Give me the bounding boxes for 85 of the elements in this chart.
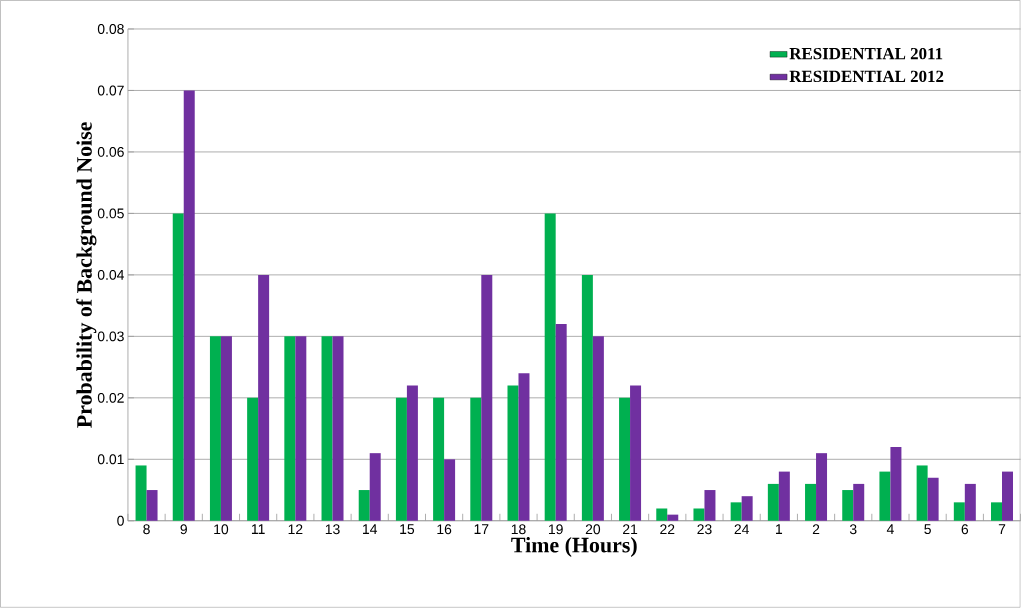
bar [332, 336, 344, 521]
bar [630, 385, 642, 521]
bar [247, 397, 259, 521]
bar [209, 336, 221, 521]
x-tick-label: 5 [924, 524, 931, 535]
bar [258, 275, 270, 521]
bar [444, 459, 456, 521]
bar [816, 453, 828, 521]
bar [964, 484, 976, 521]
y-tick-label: 0.02 [97, 393, 124, 403]
y-tick-label: 0.01 [97, 454, 124, 465]
x-tick-label: 3 [849, 524, 857, 535]
x-tick-label: 22 [660, 524, 675, 535]
y-tick-label: 0.07 [97, 85, 124, 96]
bar [741, 496, 753, 521]
bar [581, 275, 593, 521]
x-tick-label: 24 [734, 524, 749, 535]
x-tick-label: 14 [363, 524, 378, 535]
bar [767, 484, 779, 521]
bar [842, 490, 854, 521]
bar [481, 275, 493, 521]
bar [927, 477, 939, 521]
x-tick-label: 11 [251, 524, 265, 535]
y-tick-label: 0.04 [97, 270, 125, 280]
y-tick-label: 0.05 [97, 208, 124, 219]
legend-label: RESIDENTIAL 2012 [789, 70, 944, 83]
bar [991, 502, 1003, 521]
bar [433, 397, 445, 521]
x-tick-label: 20 [585, 524, 601, 535]
x-tick-label: 23 [697, 524, 712, 535]
x-tick-label: 1 [776, 524, 783, 535]
bar [656, 508, 668, 521]
bar [890, 447, 902, 521]
y-tick-label: 0 [117, 515, 124, 526]
bar [183, 90, 195, 521]
x-tick-label: 21 [623, 524, 638, 535]
y-tick-label: 0.06 [97, 147, 124, 157]
bar [172, 213, 184, 521]
bar [704, 490, 716, 521]
bar [778, 471, 790, 521]
x-tick-label: 12 [288, 524, 303, 535]
bar [358, 490, 370, 521]
bar [369, 453, 381, 521]
bar [953, 502, 965, 521]
bar [220, 336, 232, 521]
bar [284, 336, 296, 521]
bar [295, 336, 307, 521]
bar [518, 373, 530, 521]
bar [135, 465, 147, 521]
y-axis-title: Probability of Background Noise [76, 122, 97, 428]
x-tick-label: 6 [961, 524, 969, 535]
bar [146, 490, 158, 521]
x-tick-label: 10 [214, 524, 229, 535]
bar [321, 336, 333, 521]
x-tick-label: 15 [400, 524, 415, 535]
x-tick-label: 13 [325, 524, 340, 535]
x-tick-label: 18 [511, 524, 526, 535]
bar [507, 385, 519, 521]
x-tick-label: 8 [143, 524, 150, 535]
bar [916, 465, 928, 521]
bar [730, 502, 742, 521]
x-tick-label: 4 [886, 524, 894, 535]
bar [1002, 471, 1014, 521]
bar [619, 397, 631, 521]
x-tick-label: 9 [180, 524, 187, 535]
bar [544, 213, 556, 521]
bar [853, 484, 865, 521]
x-tick-label: 16 [437, 524, 452, 535]
x-tick-label: 17 [474, 524, 489, 535]
y-tick-label: 0.03 [97, 331, 124, 342]
y-tick-label: 0.08 [97, 24, 124, 35]
bar [805, 484, 817, 521]
bar [406, 385, 418, 521]
x-tick-label: 2 [812, 524, 820, 535]
x-axis-title: Time (Hours) [511, 537, 637, 558]
bar [693, 508, 705, 521]
legend-label: RESIDENTIAL 2011 [789, 48, 943, 60]
bar [879, 471, 891, 521]
bar [592, 336, 604, 521]
bar [470, 397, 482, 521]
x-tick-label: 7 [998, 524, 1006, 535]
bar [395, 397, 407, 521]
x-tick-label: 19 [548, 524, 563, 535]
bar [555, 324, 567, 521]
bar [667, 514, 679, 521]
